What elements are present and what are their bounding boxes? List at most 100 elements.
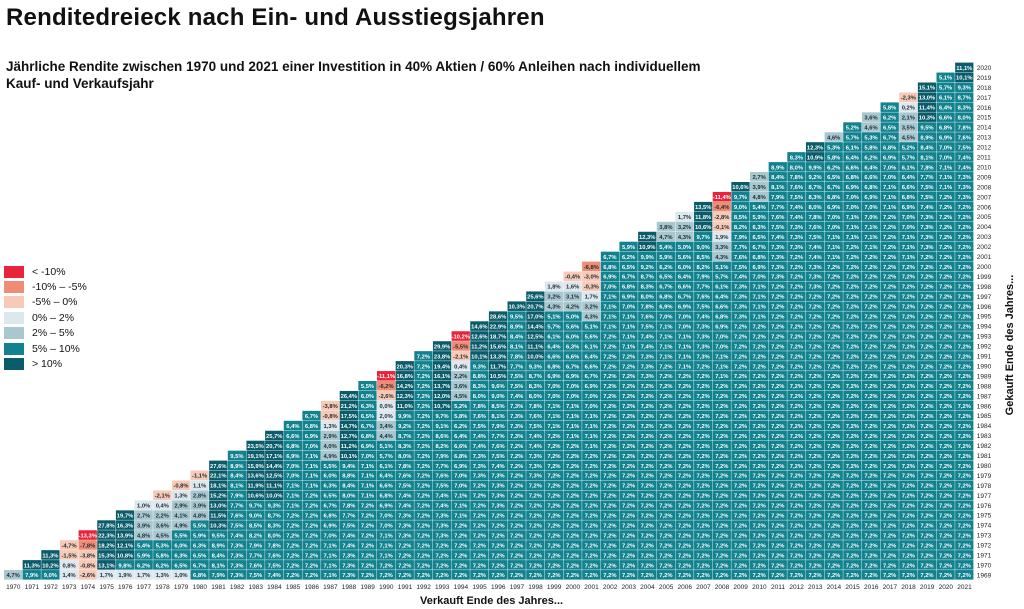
cell-rect (470, 390, 489, 401)
cell-rect (824, 560, 843, 570)
cell-rect (936, 440, 955, 451)
cell-label: 8,2% (249, 533, 262, 539)
cell-label: 6,2% (883, 116, 896, 122)
cell-rect (507, 560, 526, 570)
cell-label: 1,9% (715, 235, 728, 241)
cell-rect (358, 540, 377, 550)
cell-rect (787, 371, 806, 381)
cell-rect (880, 122, 899, 132)
cell-rect (750, 231, 769, 242)
heatmap-cell: 7,2% (507, 560, 526, 570)
cell-rect (712, 530, 731, 540)
cell-label: 7,3% (491, 474, 504, 480)
heatmap-cell: 7,0% (451, 480, 470, 491)
cell-rect (507, 430, 526, 441)
heatmap-cell: 6,5% (750, 231, 769, 242)
cell-label: 7,2% (920, 514, 933, 520)
cell-label: 7,2% (958, 474, 971, 480)
cell-label: 6,7% (883, 135, 896, 141)
cell-label: 7,2% (771, 504, 784, 510)
heatmap-cell: 7,2% (302, 550, 321, 560)
y-tick-label: 1989 (977, 373, 992, 380)
cell-rect (899, 311, 918, 321)
heatmap-cell: 7,2% (768, 420, 787, 431)
cell-rect (526, 410, 545, 421)
cell-rect (768, 460, 787, 471)
heatmap-cell: 7,2% (787, 281, 806, 292)
cell-rect (488, 351, 508, 361)
cell-label: 9,0% (249, 514, 262, 520)
heatmap-cell: 7,2% (451, 570, 470, 580)
cell-rect (824, 231, 843, 242)
cell-rect (377, 440, 396, 451)
cell-rect (675, 331, 694, 341)
cell-rect (824, 251, 843, 262)
heatmap-cell: 7,2% (899, 450, 918, 461)
cell-rect (507, 460, 526, 471)
cell-rect (78, 560, 97, 570)
heatmap-cell: 1,1% (190, 480, 209, 491)
x-tick-label: 1975 (99, 584, 114, 591)
cell-label: 7,5% (491, 454, 504, 460)
cell-label: 6,8% (864, 185, 877, 191)
cell-label: 7,2% (883, 504, 896, 510)
heatmap-cell: 5,9% (656, 251, 675, 262)
cell-label: 6,5% (883, 125, 896, 131)
cell-label: 5,4% (753, 205, 766, 211)
cell-label: 6,6% (902, 185, 915, 191)
cell-rect (526, 490, 545, 500)
cell-label: 7,2% (939, 344, 952, 350)
heatmap-cell: 7,2% (488, 540, 508, 550)
heatmap-cell: 6,2% (619, 251, 638, 262)
cell-rect (861, 520, 881, 530)
heatmap-cell: 7,2% (936, 371, 955, 381)
heatmap-cell: 9,3% (955, 82, 974, 93)
cell-label: 5,5% (361, 384, 374, 390)
cell-rect (470, 530, 489, 540)
heatmap-cell: 7,5% (694, 301, 713, 311)
cell-label: 7,1% (678, 334, 691, 340)
cell-label: 5,8% (883, 106, 896, 112)
cell-rect (675, 400, 694, 411)
cell-rect (899, 390, 918, 401)
legend-label: -5% – 0% (32, 296, 78, 309)
x-tick-label: 1997 (510, 584, 525, 591)
heatmap-cell: 6,9% (619, 291, 638, 301)
cell-label: 7,2% (846, 434, 859, 440)
cell-label: 7,2% (846, 394, 859, 400)
heatmap-cell: 7,2% (861, 261, 881, 272)
cell-label: 7,2% (622, 553, 635, 559)
cell-label: 7,2% (566, 563, 579, 569)
cell-label: 9,7% (697, 235, 710, 241)
heatmap-cell: 7,3% (526, 470, 545, 481)
cell-rect (694, 221, 713, 232)
cell-label: 6,6% (846, 165, 859, 171)
cell-rect (843, 400, 862, 411)
heatmap-cell: -3,8% (78, 550, 97, 560)
cell-rect (358, 410, 377, 421)
cell-rect (377, 570, 396, 580)
cell-label: 5,1% (547, 315, 560, 321)
cell-label: 7,2% (566, 454, 579, 460)
cell-label: 7,2% (603, 374, 616, 380)
heatmap-cell: 7,2% (955, 321, 974, 331)
cell-label: 7,0% (585, 394, 598, 400)
cell-label: 7,2% (417, 404, 430, 410)
cell-rect (880, 221, 899, 232)
cell-rect (563, 321, 582, 331)
cell-label: 13,9% (117, 533, 133, 539)
heatmap-cell: 7,2% (656, 480, 675, 491)
heatmap-cell: 7,0% (600, 281, 620, 292)
heatmap-cell: 7,3% (768, 241, 787, 252)
cell-label: 7,2% (697, 504, 710, 510)
cell-label: 7,2% (902, 523, 915, 529)
cell-rect (619, 520, 638, 530)
cell-label: 7,3% (734, 285, 747, 291)
cell-label: 2,7% (753, 175, 766, 181)
heatmap-cell: 8,1% (507, 341, 526, 351)
y-tick-label: 1984 (977, 423, 992, 430)
cell-rect (787, 331, 806, 341)
heatmap-cell: 7,2% (955, 351, 974, 361)
heatmap-cell: 7,2% (526, 480, 545, 491)
cell-rect (638, 560, 657, 570)
